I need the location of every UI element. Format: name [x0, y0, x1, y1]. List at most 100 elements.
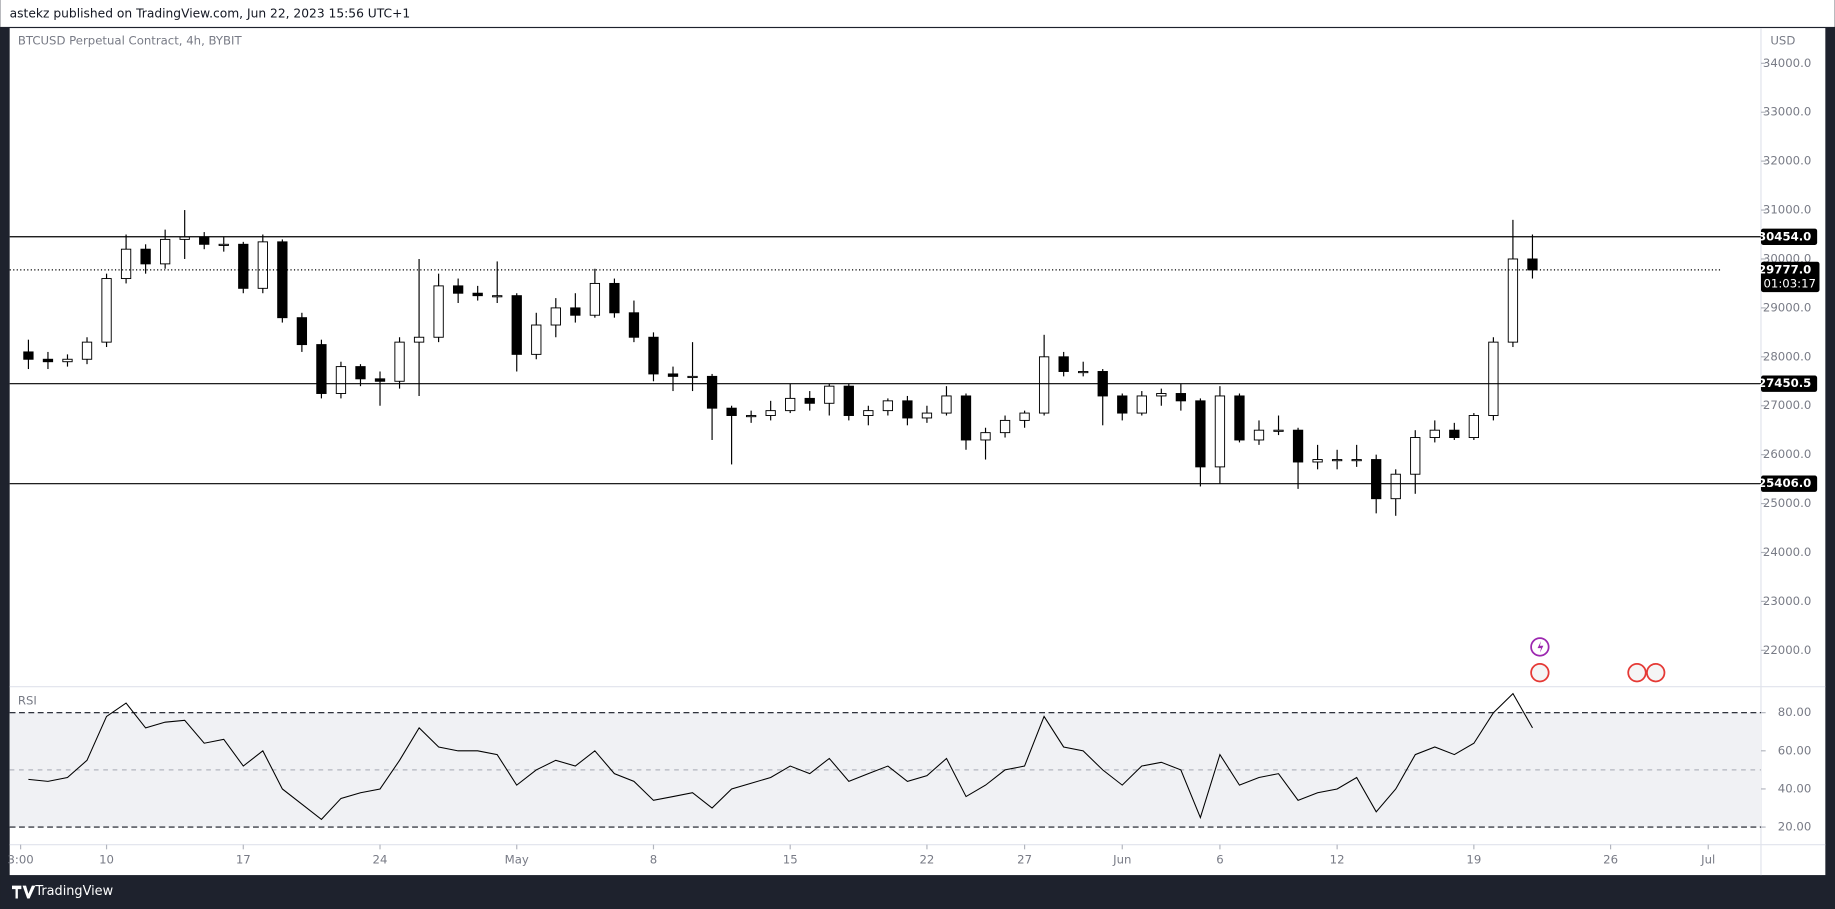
event-icon[interactable]	[1627, 663, 1647, 683]
candle-body	[1038, 356, 1050, 414]
price-tick-label: 31000.0	[1763, 203, 1811, 217]
candle-body	[1292, 429, 1304, 463]
candle-body	[1449, 429, 1460, 438]
candles	[23, 210, 1538, 516]
candle-body	[374, 378, 386, 382]
candle-body	[413, 336, 425, 343]
rsi-tick-label: 20.00	[1778, 820, 1811, 834]
candle-body	[511, 295, 522, 355]
candle-body	[824, 385, 835, 404]
candle-body	[238, 243, 249, 289]
rsi-title: RSI	[18, 693, 37, 707]
price-tick-label: 22000.0	[1763, 643, 1811, 657]
price-tick-label: 27000.0	[1763, 398, 1811, 412]
candle-body	[1175, 393, 1187, 402]
candle-body	[1371, 459, 1382, 500]
time-tick-label: 15	[783, 852, 798, 866]
candle-body	[452, 285, 464, 294]
event-icon[interactable]	[1530, 663, 1550, 683]
last-price-box	[1760, 261, 1820, 293]
candle-body	[882, 400, 894, 412]
candle-body	[745, 415, 757, 418]
candle-body	[628, 312, 640, 338]
countdown: 01:03:17	[1763, 276, 1816, 290]
candle-body	[960, 395, 972, 441]
currency: USD	[1770, 33, 1795, 47]
candle-body	[1507, 258, 1519, 343]
candle-body	[1234, 395, 1245, 441]
event-icon[interactable]	[1646, 663, 1666, 683]
price-tick-label: 26000.0	[1763, 447, 1811, 461]
candle-body	[296, 317, 308, 346]
time-tick-label: Jun	[1112, 852, 1131, 866]
candle-body	[1312, 459, 1323, 463]
candle-body	[570, 307, 581, 316]
candle-body	[1410, 437, 1421, 475]
price-tick-label: 23000.0	[1763, 594, 1811, 608]
candle-body	[980, 432, 991, 441]
candle-body	[1058, 356, 1069, 372]
candle-body	[785, 397, 796, 412]
price-tick-label: 24000.0	[1763, 545, 1811, 559]
time-tick-label: 3:00	[7, 852, 33, 866]
time-tick-label: 6	[1216, 852, 1223, 866]
event-icons	[1530, 637, 1666, 683]
candle-body	[1078, 371, 1089, 374]
time-tick-label: 12	[1330, 852, 1345, 866]
candle-body	[101, 278, 112, 343]
level-label-box	[1760, 228, 1818, 245]
candle-body	[999, 419, 1011, 434]
time-tick-label: 8	[650, 852, 657, 866]
candle-body	[140, 248, 151, 265]
candle-body	[1429, 429, 1440, 438]
candle-body	[843, 385, 854, 416]
footer-text: TradingView	[34, 884, 113, 899]
candle-body	[1214, 395, 1226, 468]
event-glyph	[1537, 641, 1544, 653]
price-tick-label: 25000.0	[1763, 496, 1811, 510]
candle-body	[1195, 400, 1206, 468]
candle-body	[433, 285, 444, 338]
candle-body	[863, 410, 874, 416]
rsi-line	[28, 692, 1533, 821]
rsi-tick-label: 40.00	[1778, 781, 1811, 795]
candle-body	[160, 238, 171, 265]
candle-body	[277, 241, 288, 319]
candle-body	[687, 375, 698, 379]
candle-body	[550, 307, 561, 326]
candle-body	[218, 243, 229, 246]
candle-body	[589, 282, 601, 316]
rsi-tick-label: 60.00	[1778, 743, 1811, 757]
time-tick-label: 19	[1466, 852, 1481, 866]
header-text: astekz published on TradingView.com, Jun…	[10, 7, 411, 21]
candle-body	[1390, 473, 1401, 500]
level-label-box	[1760, 475, 1818, 492]
time-tick-label: Jul	[1700, 852, 1715, 866]
candle-body	[335, 366, 347, 394]
rsi-tick-label: 80.00	[1778, 705, 1811, 719]
time-tick-label: 26	[1603, 852, 1618, 866]
time-tick-label: 10	[99, 852, 114, 866]
candle-body	[726, 407, 737, 416]
time-tick-label: 24	[373, 852, 388, 866]
candle-body	[1117, 395, 1128, 414]
footer-bar	[0, 876, 1835, 909]
candle-body	[902, 400, 913, 419]
candle-body	[1019, 412, 1030, 421]
candle-body	[23, 351, 34, 360]
time-tick-label: 27	[1017, 852, 1032, 866]
time-tick-label: 22	[919, 852, 934, 866]
level-label: 30454.0	[1758, 229, 1811, 243]
candle-body	[941, 395, 952, 414]
candle-body	[492, 295, 503, 298]
candle-body	[531, 324, 542, 355]
time-tick-label: 17	[236, 852, 251, 866]
price-tick-label: 28000.0	[1763, 349, 1811, 363]
candle-body	[609, 282, 620, 314]
candle-body	[921, 412, 933, 419]
candle-body	[1488, 341, 1499, 416]
symbol-title: BTCUSD Perpetual Contract, 4h, BYBIT	[18, 33, 243, 47]
candle-body	[355, 366, 366, 380]
candle-body	[1253, 429, 1265, 441]
